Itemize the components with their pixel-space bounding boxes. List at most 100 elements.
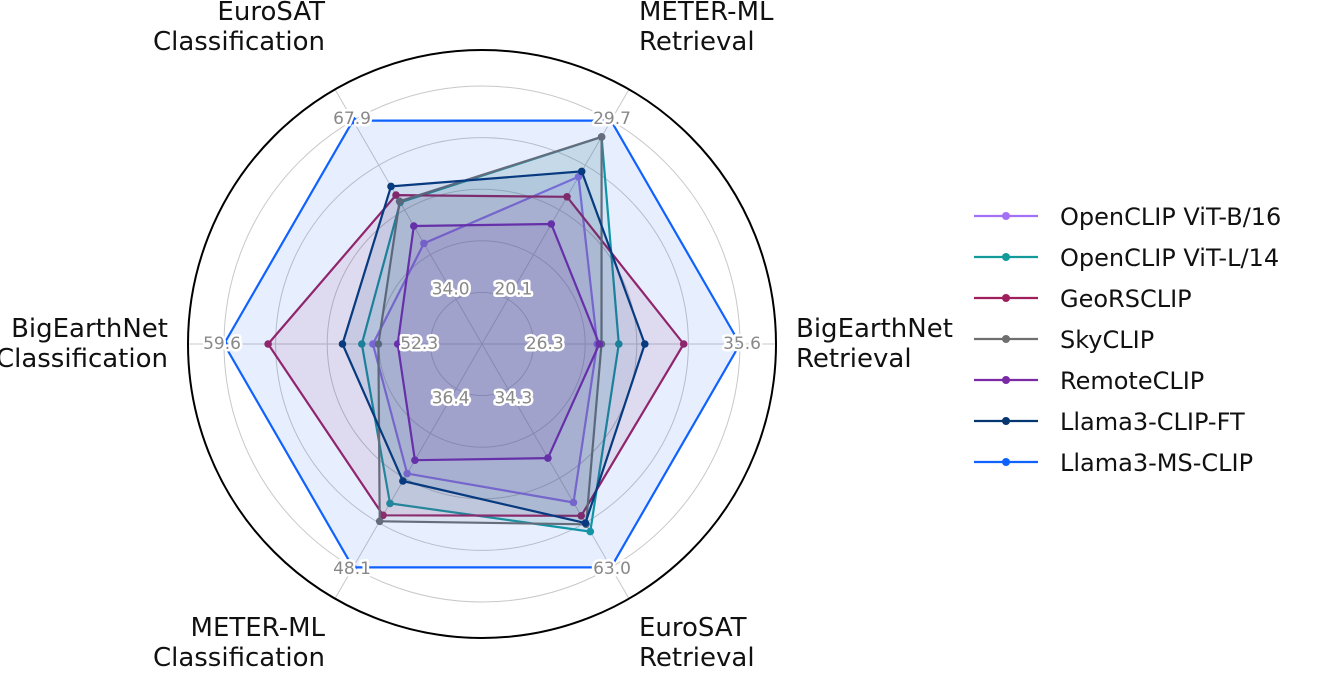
axis-label: BigEarthNet Classification [0, 314, 168, 374]
series-OpenCLIP ViT-B/16 [369, 173, 601, 507]
data-point [581, 519, 590, 527]
legend-swatch-marker [1002, 417, 1010, 425]
legend-item: RemoteCLIP [974, 367, 1204, 395]
tick-label-max: 63.0 [593, 559, 631, 579]
legend-label: OpenCLIP ViT-B/16 [1060, 203, 1281, 231]
data-point [338, 340, 347, 348]
axis-spoke [481, 89, 630, 345]
data-point [403, 469, 412, 478]
tick-label-max: 67.9 [333, 109, 371, 129]
tick-label-halo: 20.1 [494, 280, 532, 300]
axis-spoke [481, 343, 630, 599]
axis-label: METER-ML Retrieval [639, 0, 774, 57]
tick-label-halo: 35.6 [723, 334, 761, 354]
series-layer [220, 116, 744, 572]
tick-label-halo: 67.9 [333, 109, 371, 129]
data-point [410, 222, 418, 230]
data-point [736, 340, 744, 348]
legend-item: OpenCLIP ViT-B/16 [974, 203, 1281, 231]
tick-label-max: 29.7 [593, 109, 631, 129]
data-point [387, 182, 395, 191]
data-point [393, 340, 402, 348]
axis-spoke [334, 89, 483, 345]
data-point [349, 116, 357, 125]
legend-swatch-marker [1002, 376, 1010, 384]
tick-label-min: 34.0 [432, 280, 470, 300]
series-polygon [222, 119, 742, 569]
legend-item: SkyCLIP [974, 326, 1154, 354]
legend-label: GeoRSCLIP [1060, 285, 1192, 313]
tick-label-halo: 52.3 [400, 334, 438, 354]
legend-swatch-marker [1002, 458, 1010, 466]
legend: OpenCLIP ViT-B/16 OpenCLIP ViT-L/14 GeoRSC… [974, 203, 1281, 477]
tick-label-min: 34.3 [494, 388, 532, 408]
legend-swatch-marker [1002, 294, 1010, 302]
data-point [547, 220, 556, 228]
axis-label-layer: BigEarthNet Retrieval METER-ML Retrieval Eur… [0, 0, 953, 673]
data-point [264, 340, 272, 348]
data-point [392, 191, 400, 199]
tick-label-halo: 59.6 [203, 334, 241, 354]
legend-swatch-marker [1002, 253, 1010, 261]
legend-item: Llama3-MS-CLIP [974, 449, 1253, 477]
legend-item: GeoRSCLIP [974, 285, 1192, 313]
axis-label: METER-ML Classification [153, 613, 326, 673]
tick-label-min: 20.1 [494, 280, 532, 300]
tick-label-layer: 26.326.3 35.635.620.120.129.729.734.034.0… [201, 106, 764, 581]
legend-label: OpenCLIP ViT-L/14 [1060, 244, 1279, 272]
legend-label: SkyCLIP [1060, 326, 1154, 354]
data-point [399, 477, 407, 485]
tick-label-max: 59.6 [203, 334, 241, 354]
data-point [375, 517, 384, 526]
series-Llama3-CLIP-FT [338, 167, 649, 527]
legend-swatch-marker [1002, 335, 1010, 343]
outer-frame-circle [187, 49, 777, 639]
legend-label: RemoteCLIP [1060, 367, 1204, 395]
legend-item: OpenCLIP ViT-L/14 [974, 244, 1279, 272]
tick-label-max: 48.1 [333, 559, 371, 579]
data-point [607, 116, 615, 125]
series-RemoteCLIP [393, 220, 604, 465]
tick-label-halo: 63.0 [593, 559, 631, 579]
legend-swatch-marker [1002, 212, 1010, 220]
legend-label: Llama3-CLIP-FT [1060, 408, 1245, 436]
tick-label-min: 26.3 [526, 334, 564, 354]
data-point [369, 340, 377, 348]
axis-label: EuroSAT Retrieval [639, 613, 755, 673]
tick-label-halo: 34.3 [494, 388, 532, 408]
tick-label-halo: 26.3 [526, 334, 564, 354]
data-point [220, 340, 228, 348]
series-Llama3-MS-CLIP [220, 116, 744, 572]
axis-label: BigEarthNet Retrieval [796, 314, 953, 374]
data-point [563, 193, 571, 201]
data-point [641, 340, 649, 348]
data-point [420, 239, 428, 248]
tick-label-min: 52.3 [400, 334, 438, 354]
series-GeoRSCLIP [264, 191, 688, 520]
data-point [577, 512, 585, 520]
data-point [569, 498, 578, 507]
data-point [679, 340, 688, 348]
data-point [374, 340, 383, 348]
data-point [597, 133, 606, 141]
data-point [379, 511, 387, 520]
tick-label-halo: 36.4 [432, 388, 470, 408]
data-point [395, 197, 404, 206]
data-point [544, 454, 552, 462]
data-point [586, 527, 595, 536]
data-point [358, 340, 366, 348]
tick-label-halo: 29.7 [593, 109, 631, 129]
data-point [577, 167, 586, 176]
tick-label-max: 35.6 [723, 334, 761, 354]
tick-label-halo: 48.1 [333, 559, 371, 579]
data-point [386, 499, 394, 508]
data-point [349, 563, 357, 572]
data-point [595, 340, 604, 348]
data-point [411, 456, 419, 465]
tick-label-min: 36.4 [432, 388, 470, 408]
data-point [607, 563, 615, 572]
tick-label-halo: 34.0 [432, 280, 470, 300]
legend-label: Llama3-MS-CLIP [1060, 449, 1253, 477]
axis-label: EuroSAT Classification [153, 0, 325, 57]
